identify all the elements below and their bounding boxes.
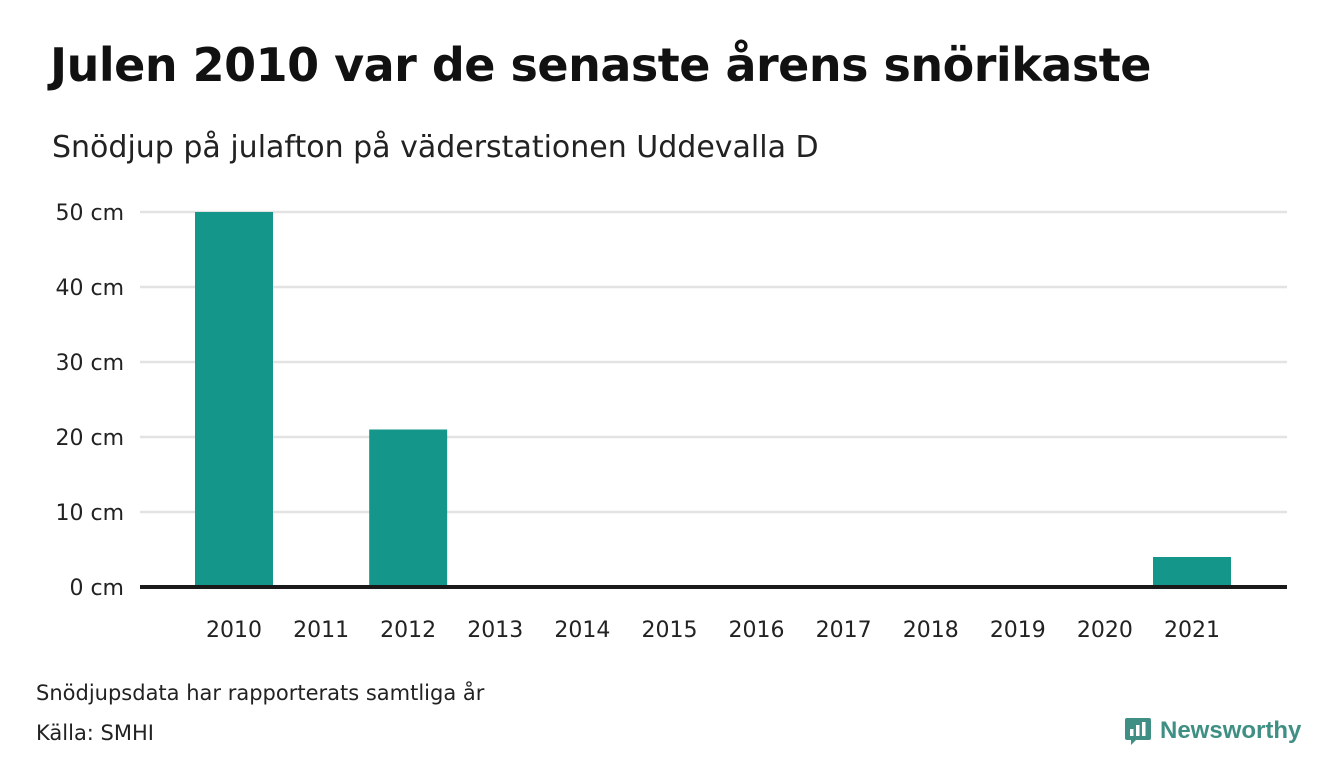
y-tick-label: 20 cm: [55, 426, 124, 451]
x-tick-label: 2017: [816, 618, 872, 643]
x-tick-label: 2012: [380, 618, 436, 643]
x-tick-label: 2015: [641, 618, 697, 643]
source-credit: Källa: SMHI: [36, 721, 154, 745]
bar-2021: [1153, 557, 1231, 587]
x-tick-label: 2016: [729, 618, 785, 643]
y-tick-label: 30 cm: [55, 351, 124, 376]
newsworthy-logo-icon: [1125, 718, 1151, 745]
x-tick-label: 2018: [903, 618, 959, 643]
x-tick-label: 2011: [293, 618, 349, 643]
x-tick-label: 2013: [467, 618, 523, 643]
y-tick-label: 50 cm: [55, 201, 124, 226]
x-tick-label: 2019: [990, 618, 1046, 643]
x-tick-label: 2021: [1164, 618, 1220, 643]
bars: [195, 212, 1231, 587]
bar-2012: [369, 429, 448, 587]
y-tick-label: 40 cm: [55, 276, 124, 301]
x-tick-label: 2014: [554, 618, 610, 643]
brand-name: Newsworthy: [1160, 717, 1302, 744]
y-axis-tick-labels: 0 cm 10 cm 20 cm 30 cm 40 cm 50 cm: [55, 201, 124, 601]
bar-2010: [195, 212, 273, 587]
y-tick-label: 10 cm: [55, 501, 124, 526]
grid-lines: [140, 210, 1287, 514]
footnote: Snödjupsdata har rapporterats samtliga å…: [36, 681, 485, 705]
x-tick-label: 2010: [206, 618, 262, 643]
chart-title: Julen 2010 var de senaste årens snörikas…: [50, 38, 1151, 92]
x-axis-tick-labels: 2010 2011 2012 2013 2014 2015 2016 2017 2018 2019…: [206, 618, 1220, 643]
x-tick-label: 2020: [1077, 618, 1133, 643]
y-tick-label: 0 cm: [69, 576, 124, 601]
brand-logo: Newsworthy: [1124, 716, 1301, 746]
chart-subtitle: Snödjup på julafton på väderstationen Ud…: [52, 130, 819, 165]
